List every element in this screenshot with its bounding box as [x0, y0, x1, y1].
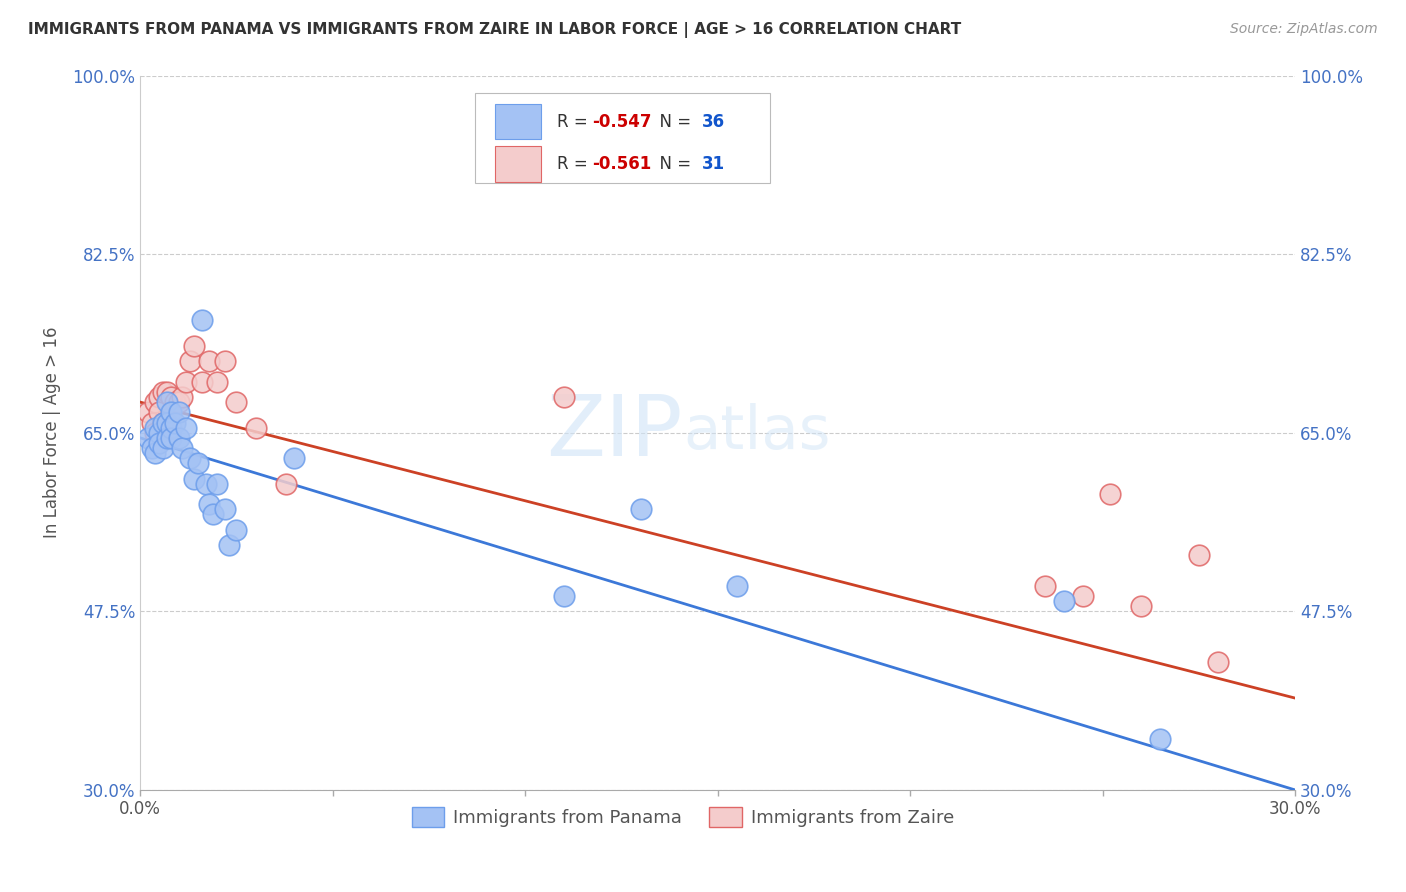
- Point: [174, 420, 197, 434]
- Point: [194, 476, 217, 491]
- Point: [136, 405, 159, 419]
- Point: [553, 390, 575, 404]
- Legend: Immigrants from Panama, Immigrants from Zaire: Immigrants from Panama, Immigrants from …: [405, 800, 962, 835]
- Point: [218, 538, 240, 552]
- Point: [630, 502, 652, 516]
- Point: [1053, 594, 1076, 608]
- Point: [141, 441, 163, 455]
- Point: [145, 395, 167, 409]
- Point: [174, 375, 197, 389]
- Point: [148, 405, 170, 419]
- Point: [156, 395, 179, 409]
- Point: [198, 497, 221, 511]
- Point: [1130, 599, 1153, 614]
- Point: [725, 579, 748, 593]
- FancyBboxPatch shape: [475, 94, 769, 183]
- Point: [156, 431, 179, 445]
- Point: [190, 375, 212, 389]
- Point: [141, 416, 163, 430]
- Point: [283, 451, 305, 466]
- Point: [160, 420, 183, 434]
- Text: atlas: atlas: [683, 403, 831, 462]
- Point: [148, 390, 170, 404]
- Text: 36: 36: [702, 112, 724, 130]
- Point: [183, 339, 205, 353]
- Text: -0.561: -0.561: [592, 155, 651, 173]
- Point: [1149, 731, 1171, 746]
- Point: [145, 425, 167, 440]
- Point: [163, 416, 186, 430]
- Text: Source: ZipAtlas.com: Source: ZipAtlas.com: [1230, 22, 1378, 37]
- Point: [205, 476, 228, 491]
- Point: [1033, 579, 1056, 593]
- Point: [136, 431, 159, 445]
- Point: [183, 472, 205, 486]
- Point: [172, 390, 194, 404]
- Text: IMMIGRANTS FROM PANAMA VS IMMIGRANTS FROM ZAIRE IN LABOR FORCE | AGE > 16 CORREL: IMMIGRANTS FROM PANAMA VS IMMIGRANTS FRO…: [28, 22, 962, 38]
- Point: [160, 390, 183, 404]
- Point: [152, 384, 174, 399]
- Point: [1188, 548, 1211, 562]
- Point: [205, 375, 228, 389]
- Point: [148, 425, 170, 440]
- FancyBboxPatch shape: [495, 146, 541, 182]
- Point: [190, 313, 212, 327]
- Text: ZIP: ZIP: [547, 392, 683, 475]
- Point: [167, 431, 190, 445]
- Point: [167, 405, 190, 419]
- Point: [152, 441, 174, 455]
- Point: [225, 523, 247, 537]
- Point: [276, 476, 298, 491]
- Point: [553, 589, 575, 603]
- FancyBboxPatch shape: [495, 103, 541, 139]
- Point: [160, 405, 183, 419]
- Point: [148, 436, 170, 450]
- Point: [152, 416, 174, 430]
- Point: [214, 502, 236, 516]
- Text: 31: 31: [702, 155, 724, 173]
- Y-axis label: In Labor Force | Age > 16: In Labor Force | Age > 16: [44, 327, 60, 539]
- Point: [179, 451, 201, 466]
- Point: [202, 508, 225, 522]
- Point: [160, 431, 183, 445]
- Point: [179, 354, 201, 368]
- Text: -0.547: -0.547: [592, 112, 651, 130]
- Point: [156, 416, 179, 430]
- Point: [187, 456, 209, 470]
- Point: [214, 354, 236, 368]
- Point: [152, 416, 174, 430]
- Point: [172, 441, 194, 455]
- Point: [245, 420, 267, 434]
- Point: [156, 384, 179, 399]
- Point: [198, 354, 221, 368]
- Text: N =: N =: [650, 112, 697, 130]
- Text: R =: R =: [557, 112, 593, 130]
- Point: [167, 395, 190, 409]
- Point: [1071, 589, 1094, 603]
- Text: R =: R =: [557, 155, 593, 173]
- Point: [160, 410, 183, 425]
- Point: [145, 420, 167, 434]
- Point: [225, 395, 247, 409]
- Point: [1206, 656, 1229, 670]
- Text: N =: N =: [650, 155, 697, 173]
- Point: [1099, 487, 1122, 501]
- Point: [145, 446, 167, 460]
- Point: [163, 395, 186, 409]
